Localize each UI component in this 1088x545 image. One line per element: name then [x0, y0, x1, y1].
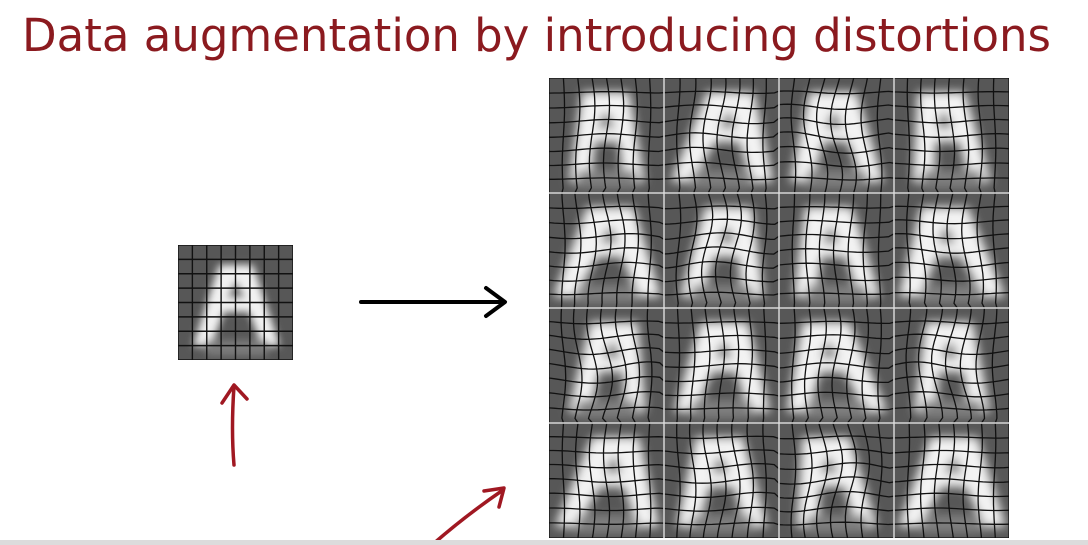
slide-title: Data augmentation by introducing distort…	[22, 9, 1051, 62]
distorted-images-grid	[549, 78, 1009, 538]
distorted-image-tile	[894, 308, 1009, 423]
distorted-image-tile	[894, 423, 1009, 538]
arrow-up-icon	[220, 383, 249, 467]
distorted-images-warp-grid	[549, 78, 1009, 538]
distorted-image-tile	[664, 193, 779, 308]
distorted-image-tile	[894, 193, 1009, 308]
distorted-image-tile	[549, 308, 664, 423]
original-image	[178, 245, 293, 360]
bottom-bar	[0, 540, 1088, 545]
distorted-image-tile	[779, 423, 894, 538]
arrow-diagonal-icon	[430, 486, 506, 545]
original-image-grid	[178, 245, 293, 360]
arrow-right-icon	[359, 286, 507, 318]
distorted-image-tile	[664, 308, 779, 423]
distorted-image-tile	[664, 423, 779, 538]
